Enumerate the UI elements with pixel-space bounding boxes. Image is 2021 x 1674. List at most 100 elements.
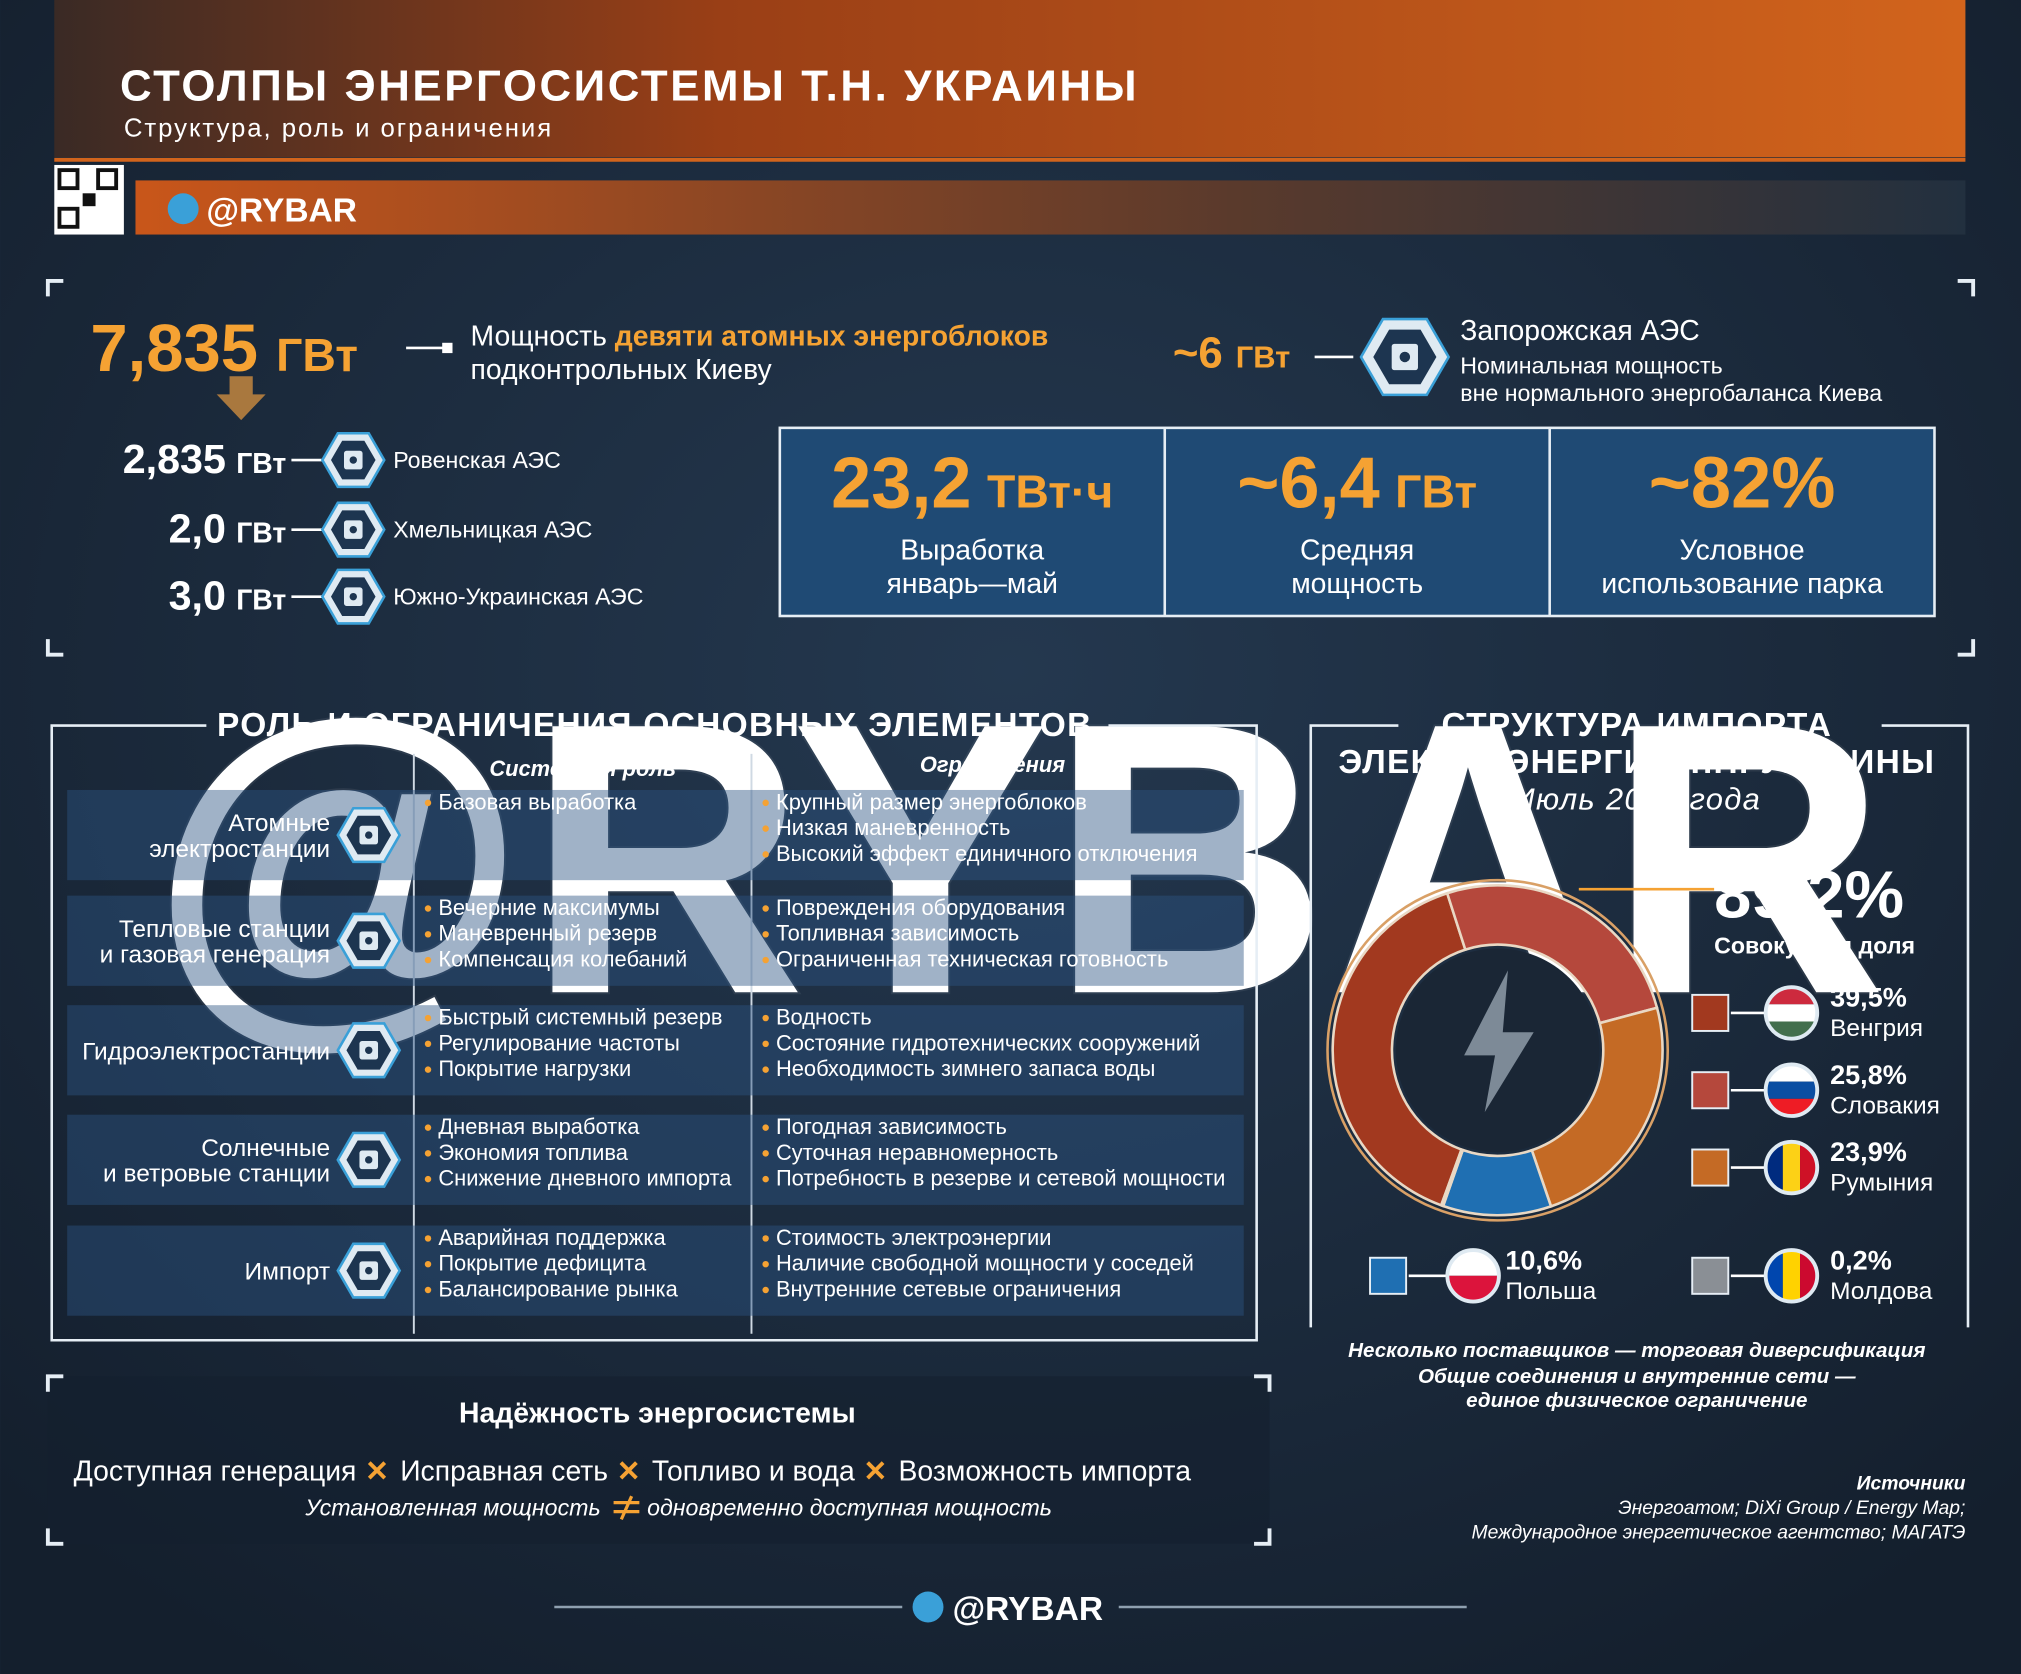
bullet	[762, 1260, 769, 1268]
row-name: и ветровые станции	[103, 1161, 330, 1188]
list-item: Дневная выработка	[438, 1114, 640, 1139]
list-item: Высокий эффект единичного отключения	[776, 841, 1198, 866]
not-equal-sign	[613, 1495, 640, 1521]
bullet	[762, 851, 769, 858]
stat-label: Выработка	[900, 534, 1044, 566]
flag-stripe	[1782, 1141, 1801, 1194]
bullet	[424, 1286, 432, 1294]
nuclear-description-part: Мощность	[471, 320, 615, 352]
nuclear-description: Мощность девяти атомных энергоблоков	[471, 320, 1049, 352]
header-banner	[54, 0, 1966, 158]
bullet	[762, 905, 769, 912]
bullet	[762, 1040, 769, 1048]
frame-corner	[45, 639, 64, 657]
zaes-note: вне нормального энергобаланса Киева	[1460, 380, 1882, 406]
frame-corner	[1957, 279, 1976, 297]
brand-bar	[135, 180, 1966, 235]
legend-value: 0,2%	[1830, 1245, 1892, 1275]
frame-corner	[1254, 1374, 1272, 1392]
list-item: Маневренный резерв	[438, 921, 657, 946]
icon-dot	[365, 937, 373, 945]
legend-value: 25,8%	[1830, 1060, 1907, 1090]
row-band	[67, 1005, 1244, 1096]
row-band	[67, 789, 1244, 881]
list-item: Быстрый системный резерв	[438, 1005, 722, 1030]
sources-text: Энергоатом; DiXi Group / Energy Map;	[1618, 1498, 1965, 1519]
bullet	[762, 931, 769, 938]
flag-stripe	[1782, 1250, 1801, 1302]
row-name: Атомные	[228, 810, 330, 837]
bullet	[424, 931, 432, 938]
bullet	[762, 799, 769, 807]
row-name: Солнечные	[201, 1135, 330, 1162]
stat-value-part: ~6,4	[1237, 444, 1379, 524]
stat-label: использование парка	[1601, 568, 1883, 600]
list-item: Повреждения оборудования	[776, 895, 1065, 920]
donut-segment	[1439, 1147, 1465, 1208]
list-item: Потребность в резерве и сетевой мощности	[776, 1166, 1225, 1191]
connector-end	[442, 342, 453, 354]
reliability-note: Установленная мощность	[304, 1494, 600, 1520]
sources-title: Источники	[1857, 1474, 1966, 1495]
qr-finder	[57, 206, 80, 229]
icon-dot	[1399, 351, 1411, 363]
list-item: Экономия топлива	[438, 1140, 628, 1165]
column-header: Ограничения	[920, 752, 1065, 777]
legend-swatch	[1691, 1148, 1730, 1187]
times-sign	[367, 1461, 387, 1480]
stat-label: мощность	[1291, 568, 1423, 600]
frame-corner	[45, 1374, 64, 1392]
legend-name: Румыния	[1830, 1170, 1933, 1197]
icon-dot	[365, 1156, 373, 1164]
bullet	[424, 1124, 432, 1131]
legend-name: Венгрия	[1830, 1015, 1923, 1042]
icon-dot	[365, 1266, 373, 1275]
list-item: Погодная зависимость	[776, 1114, 1007, 1139]
bullet	[762, 1235, 769, 1242]
flag-stripe	[1765, 1004, 1818, 1022]
donut-segment	[1445, 884, 1659, 1025]
brand: @RYBAR	[206, 193, 357, 230]
list-item: Крупный размер энергоблоков	[776, 789, 1087, 814]
legend-name: Польша	[1505, 1278, 1596, 1305]
bullet	[424, 1066, 432, 1073]
legend-name: Словакия	[1830, 1092, 1940, 1119]
zaes-capacity: ~6 ГВт	[1173, 328, 1290, 377]
stat-value-part: 23,2	[831, 444, 971, 524]
nuclear-total-part: 7,835	[90, 311, 258, 386]
import-note: Несколько поставщиков — торговая диверси…	[1348, 1339, 1925, 1362]
legend-swatch	[1691, 1071, 1730, 1110]
donut-segment	[1530, 1006, 1664, 1208]
bullet	[424, 1235, 432, 1242]
qr-finder	[96, 168, 119, 191]
flag-stripe	[1765, 1081, 1818, 1099]
plant-capacity-part: 3,0	[169, 573, 226, 619]
donut-rim	[1326, 878, 1670, 1222]
times-sign	[866, 1461, 885, 1480]
plant-capacity-part: 2,0	[169, 506, 226, 552]
plant-capacity-part: ГВт	[236, 518, 286, 550]
stat-value-part: ТВт·ч	[987, 466, 1113, 518]
bullet	[424, 1040, 432, 1048]
sources-text: Международное энергетическое агентство; …	[1472, 1523, 1966, 1544]
row-name: электростанции	[149, 836, 330, 863]
stat-value: ~6,4 ГВт	[1237, 444, 1477, 524]
plant-name: Южно-Украинская АЭС	[393, 583, 643, 609]
qr-center	[82, 193, 96, 207]
legend-swatch	[1691, 1256, 1730, 1295]
panel-frame	[50, 724, 1258, 1342]
reliability-note: одновременно доступная мощность	[647, 1494, 1052, 1520]
row-name: и газовая генерация	[100, 942, 330, 969]
import-total-label: Совокупная доля	[1714, 933, 1915, 959]
list-item: Покрытие нагрузки	[438, 1056, 631, 1081]
panel-frame	[1309, 724, 1970, 1328]
reliability-item: Возможность импорта	[899, 1456, 1192, 1488]
stat-value-part: ~82%	[1649, 444, 1836, 524]
list-item: Покрытие дефицита	[438, 1251, 647, 1276]
row-name: Гидроэлектростанции	[82, 1038, 330, 1065]
flag-rim	[1763, 1062, 1820, 1118]
list-item: Низкая маневренность	[776, 815, 1010, 840]
bullet	[424, 799, 432, 807]
zaes-name: Запорожская АЭС	[1460, 315, 1699, 347]
bullet	[762, 1286, 769, 1294]
